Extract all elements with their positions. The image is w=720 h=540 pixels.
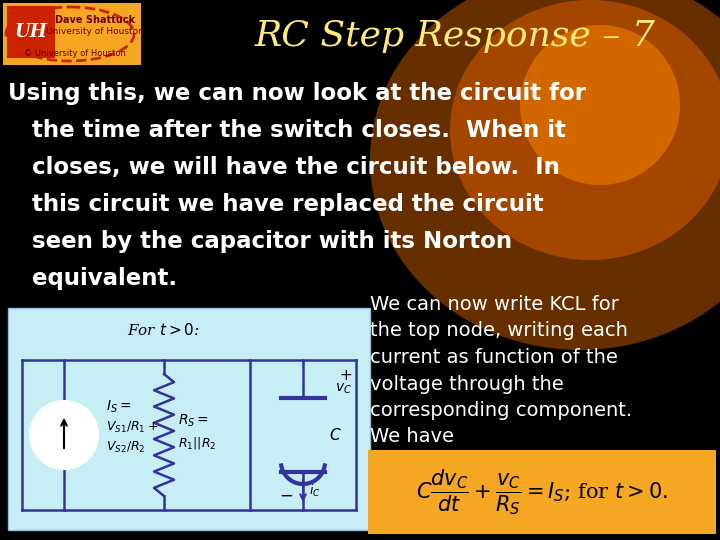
FancyBboxPatch shape [368, 450, 716, 534]
Text: © University of Houston: © University of Houston [24, 50, 126, 58]
Circle shape [30, 401, 98, 469]
Ellipse shape [370, 0, 720, 350]
Text: $R_1||R_2$: $R_1||R_2$ [178, 435, 216, 451]
FancyBboxPatch shape [8, 7, 54, 57]
Text: RC Step Response – 7: RC Step Response – 7 [255, 19, 655, 53]
Text: $C$: $C$ [329, 427, 341, 443]
Text: For $t > 0$:: For $t > 0$: [127, 322, 200, 338]
Text: $v_C$: $v_C$ [335, 382, 352, 396]
Ellipse shape [520, 25, 680, 185]
Text: $V_{S2}/R_2$: $V_{S2}/R_2$ [106, 440, 145, 455]
Text: $I_S=$: $I_S=$ [106, 399, 132, 415]
Text: closes, we will have the circuit below.  In: closes, we will have the circuit below. … [8, 156, 560, 179]
Text: $R_S=$: $R_S=$ [178, 413, 209, 429]
Text: equivalent.: equivalent. [8, 267, 177, 290]
Text: $-$: $-$ [279, 486, 293, 504]
Text: Using this, we can now look at the circuit for: Using this, we can now look at the circu… [8, 82, 586, 105]
Text: $V_{S1}/R_1 +$: $V_{S1}/R_1 +$ [106, 420, 158, 435]
Text: the time after the switch closes.  When it: the time after the switch closes. When i… [8, 119, 566, 142]
Text: seen by the capacitor with its Norton: seen by the capacitor with its Norton [8, 230, 512, 253]
Text: this circuit we have replaced the circuit: this circuit we have replaced the circui… [8, 193, 544, 216]
Text: University of Houston: University of Houston [46, 28, 144, 37]
FancyBboxPatch shape [8, 308, 370, 530]
Text: We can now write KCL for
the top node, writing each
current as function of the
v: We can now write KCL for the top node, w… [370, 295, 632, 447]
Text: $C\dfrac{dv_C}{dt}+\dfrac{v_C}{R_S}=I_S$; for $t>0.$: $C\dfrac{dv_C}{dt}+\dfrac{v_C}{R_S}=I_S$… [416, 467, 668, 517]
FancyBboxPatch shape [3, 3, 141, 65]
Ellipse shape [450, 0, 720, 260]
Text: $i_C$: $i_C$ [309, 483, 320, 499]
Text: UH: UH [14, 23, 48, 41]
Text: $+$: $+$ [339, 368, 352, 383]
Text: Dave Shattuck: Dave Shattuck [55, 15, 135, 25]
